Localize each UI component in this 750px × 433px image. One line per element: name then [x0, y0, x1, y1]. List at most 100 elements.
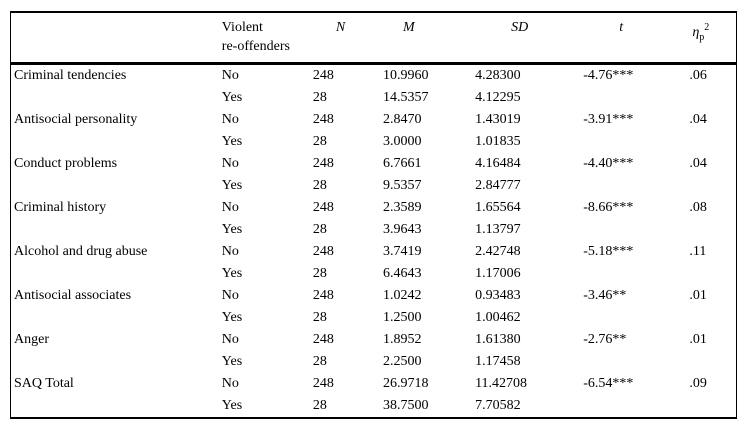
cell-measure-label	[11, 219, 218, 241]
cell-sd: 0.93483	[475, 288, 521, 303]
cell-partial-eta-squared	[645, 307, 736, 329]
cell-n: 248	[312, 156, 334, 171]
cell-t-statistic: -4.76***	[583, 68, 634, 83]
header-mean: M	[350, 12, 446, 65]
table-row: Yes 28 2.2500 1.17458	[11, 351, 737, 373]
cell-n: 248	[312, 112, 334, 127]
eta-superscript: 2	[704, 22, 710, 33]
cell-partial-eta-squared: .09	[689, 376, 707, 391]
cell-partial-eta-squared	[645, 219, 736, 241]
cell-mean: 1.8952	[382, 332, 422, 347]
cell-reoffender-group: Yes	[221, 398, 243, 413]
cell-mean: 2.2500	[382, 354, 422, 369]
cell-mean: 1.2500	[382, 310, 422, 325]
table-row: Conduct problems No 248 6.7661 4.16484 -4.40*…	[11, 153, 737, 175]
cell-mean: 1.0242	[382, 288, 422, 303]
cell-partial-eta-squared: .06	[689, 68, 707, 83]
cell-mean: 3.9643	[382, 222, 422, 237]
cell-reoffender-group: Yes	[221, 178, 243, 193]
header-violent-reoffenders: Violent re-offenders	[217, 12, 309, 65]
table-row: Yes 28 3.9643 1.13797	[11, 219, 737, 241]
cell-reoffender-group: No	[221, 376, 239, 391]
cell-sd: 7.70582	[475, 398, 521, 413]
cell-t-statistic: -2.76**	[583, 332, 627, 347]
table-row: Criminal tendencies No 248 10.9960 4.28300 -4…	[11, 64, 737, 88]
eta-subscript: p	[699, 32, 705, 43]
header-partial-eta-squared: ηp2	[645, 12, 737, 65]
table-row: Yes 28 1.2500 1.00462	[11, 307, 737, 329]
cell-sd: 1.01835	[475, 134, 521, 149]
cell-reoffender-group: No	[221, 332, 239, 347]
cell-reoffender-group: Yes	[221, 90, 243, 105]
cell-t-statistic: -6.54***	[583, 376, 634, 391]
cell-measure-label: SAQ Total	[14, 376, 74, 391]
cell-partial-eta-squared	[645, 351, 736, 373]
cell-sd: 1.61380	[475, 332, 521, 347]
cell-sd: 4.28300	[475, 68, 521, 83]
header-t-statistic: t	[539, 12, 646, 65]
table-row: Yes 28 14.5357 4.12295	[11, 87, 737, 109]
cell-n: 248	[312, 200, 334, 215]
cell-partial-eta-squared	[645, 395, 736, 418]
cell-t-statistic	[539, 351, 645, 373]
cell-partial-eta-squared: .01	[689, 288, 707, 303]
table-row: Yes 28 3.0000 1.01835	[11, 131, 737, 153]
cell-t-statistic	[539, 175, 645, 197]
cell-measure-label	[11, 307, 218, 329]
cell-t-statistic	[539, 263, 645, 285]
cell-partial-eta-squared: .04	[689, 156, 707, 171]
cell-partial-eta-squared: .08	[689, 200, 707, 215]
cell-mean: 6.4643	[382, 266, 422, 281]
cell-reoffender-group: No	[221, 112, 239, 127]
cell-n: 248	[312, 68, 334, 83]
table-row: Yes 28 9.5357 2.84777	[11, 175, 737, 197]
cell-t-statistic: -3.91***	[583, 112, 634, 127]
cell-sd: 1.00462	[475, 310, 521, 325]
cell-t-statistic: -8.66***	[583, 200, 634, 215]
cell-sd: 2.42748	[475, 244, 521, 259]
cell-n: 248	[312, 288, 334, 303]
table-row: SAQ Total No 248 26.9718 11.42708 -6.54*** .09	[11, 373, 737, 395]
cell-sd: 4.16484	[475, 156, 521, 171]
eta-symbol: η	[692, 25, 700, 40]
cell-sd: 1.17458	[475, 354, 521, 369]
cell-n: 248	[312, 376, 334, 391]
header-n: N	[308, 12, 351, 65]
cell-t-statistic	[539, 219, 645, 241]
cell-n: 28	[312, 310, 327, 325]
table-row: Yes 28 6.4643 1.17006	[11, 263, 737, 285]
statistics-table: Violent re-offenders N M SD t ηp2 Crimina…	[10, 11, 737, 419]
table-row: Anger No 248 1.8952 1.61380 -2.76** .01	[11, 329, 737, 351]
cell-mean: 9.5357	[382, 178, 422, 193]
header-empty	[10, 12, 218, 65]
cell-measure-label: Antisocial personality	[14, 112, 138, 127]
cell-sd: 2.84777	[475, 178, 521, 193]
cell-measure-label	[11, 87, 218, 109]
cell-measure-label	[11, 395, 218, 418]
cell-partial-eta-squared: .01	[689, 332, 707, 347]
cell-n: 248	[312, 244, 334, 259]
cell-partial-eta-squared	[645, 87, 736, 109]
cell-reoffender-group: Yes	[221, 310, 243, 325]
cell-t-statistic	[539, 87, 645, 109]
cell-measure-label: Anger	[14, 332, 49, 347]
cell-mean: 3.0000	[382, 134, 422, 149]
header-row: Violent re-offenders N M SD t ηp2	[10, 12, 737, 65]
table-row: Yes 28 38.7500 7.70582	[11, 395, 737, 418]
cell-mean: 38.7500	[382, 398, 429, 413]
cell-mean: 3.7419	[382, 244, 422, 259]
cell-partial-eta-squared	[645, 263, 736, 285]
header-violent-line1: Violent	[221, 20, 263, 35]
cell-mean: 26.9718	[382, 376, 429, 391]
cell-measure-label	[11, 351, 218, 373]
cell-t-statistic: -5.18***	[583, 244, 634, 259]
cell-sd: 1.65564	[475, 200, 521, 215]
cell-reoffender-group: No	[221, 156, 239, 171]
table-row: Antisocial associates No 248 1.0242 0.93483 -…	[11, 285, 737, 307]
cell-measure-label	[11, 263, 218, 285]
cell-n: 28	[312, 222, 327, 237]
cell-reoffender-group: Yes	[221, 354, 243, 369]
table-row: Alcohol and drug abuse No 248 3.7419 2.42748…	[11, 241, 737, 263]
cell-mean: 10.9960	[382, 68, 429, 83]
cell-partial-eta-squared	[645, 131, 736, 153]
